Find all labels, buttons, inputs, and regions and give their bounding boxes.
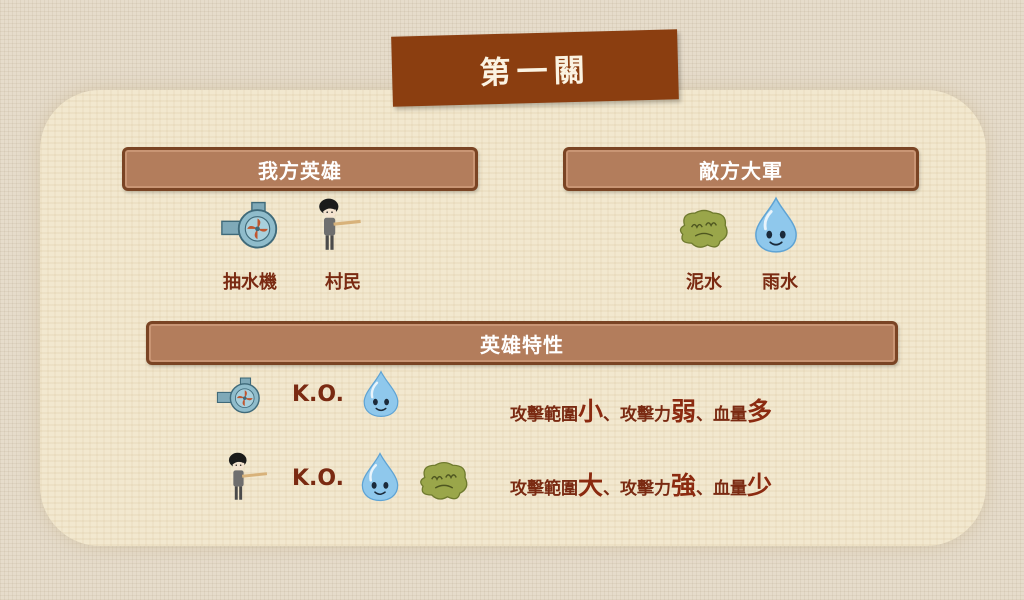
mud-blob-icon[interactable] [675,206,733,252]
enemy-label-mud: 泥水 [686,272,722,293]
enemy-army-header: 敵方大軍 [563,147,919,191]
ko-label: K.O. [292,466,344,491]
raindrop-icon [359,451,401,503]
hero-traits-header: 英雄特性 [146,321,898,365]
level-title-banner: 第一關 [391,29,679,107]
water-pump-icon [216,374,262,418]
hero-label-pump: 抽水機 [223,272,277,293]
raindrop-icon[interactable] [752,195,800,255]
trait-text-pump: 攻擊範圍小、攻擊力弱、血量多 [510,397,773,426]
hero-label-villager: 村民 [325,272,361,293]
ko-label: K.O. [292,382,344,407]
water-pump-icon[interactable] [220,201,280,251]
raindrop-icon [361,368,401,420]
villager-icon[interactable] [316,193,364,257]
mud-blob-icon [416,458,472,504]
our-heroes-header: 我方英雄 [122,147,478,191]
villager-icon [226,446,270,508]
level-title: 第一關 [479,52,592,91]
trait-text-villager: 攻擊範圍大、攻擊力強、血量少 [510,471,773,500]
enemy-label-rain: 雨水 [762,272,798,293]
